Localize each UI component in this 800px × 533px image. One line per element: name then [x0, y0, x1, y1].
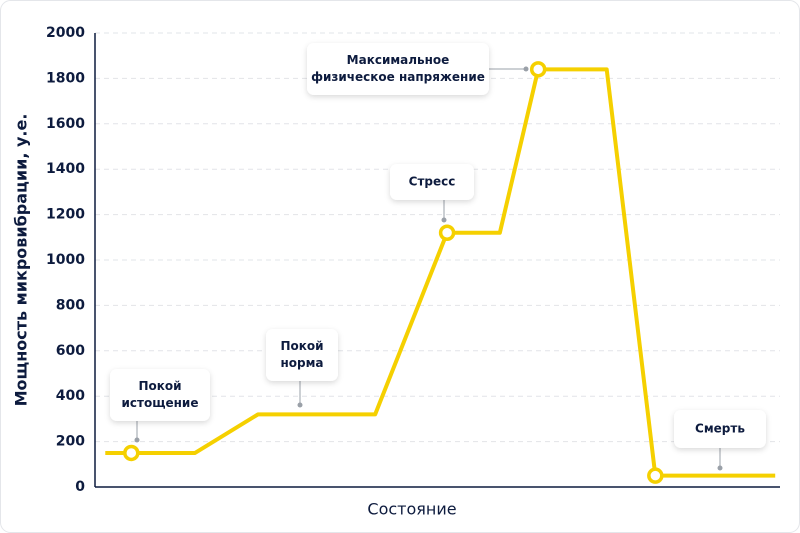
annotation-text: норма — [280, 356, 323, 370]
marker — [123, 444, 140, 462]
annotation-text: Стресс — [409, 175, 456, 189]
annotation-text: физическое напряжение — [311, 70, 485, 84]
annotation-box — [307, 43, 489, 95]
y-tick-label: 200 — [56, 434, 85, 450]
annotation: Стресс — [390, 164, 474, 223]
y-tick-label: 600 — [56, 343, 85, 359]
annotation: Покой истощение — [110, 369, 210, 443]
y-tick-label: 0 — [75, 479, 85, 495]
annotation-text: Покой — [280, 339, 323, 353]
y-tick-label: 400 — [56, 388, 85, 404]
annotation-dot — [717, 465, 723, 471]
annotation-dot — [523, 66, 529, 72]
annotation-box — [674, 410, 766, 448]
annotation-box — [266, 329, 338, 381]
marker — [647, 467, 664, 484]
marker — [438, 224, 456, 242]
annotation-box — [390, 164, 474, 200]
y-tick-label: 1800 — [46, 70, 85, 86]
y-tick-label: 1000 — [46, 252, 85, 268]
annotation: Покой норма — [266, 329, 338, 408]
y-axis-label: Мощность микровибрации, у.е. — [12, 114, 31, 407]
annotation-text: Максимальное — [347, 53, 450, 67]
y-tick-label: 1400 — [46, 161, 85, 177]
x-axis-label: Состояние — [367, 500, 456, 519]
annotation-dot — [297, 402, 303, 408]
y-tick-label: 1200 — [46, 207, 85, 223]
annotation-text: Покой — [138, 379, 181, 393]
annotation-box — [110, 369, 210, 421]
annotation-dot — [134, 437, 140, 443]
y-tick-label: 2000 — [46, 25, 85, 41]
annotation-dot — [441, 217, 447, 223]
annotation: Максимальное физическое напряжение — [307, 43, 529, 95]
y-tick-label: 1600 — [46, 116, 85, 132]
marker — [529, 61, 547, 78]
y-tick-label: 800 — [56, 297, 85, 313]
annotation-text: истощение — [122, 396, 199, 410]
annotation: Смерть — [674, 410, 766, 471]
annotation-text: Смерть — [695, 422, 745, 436]
